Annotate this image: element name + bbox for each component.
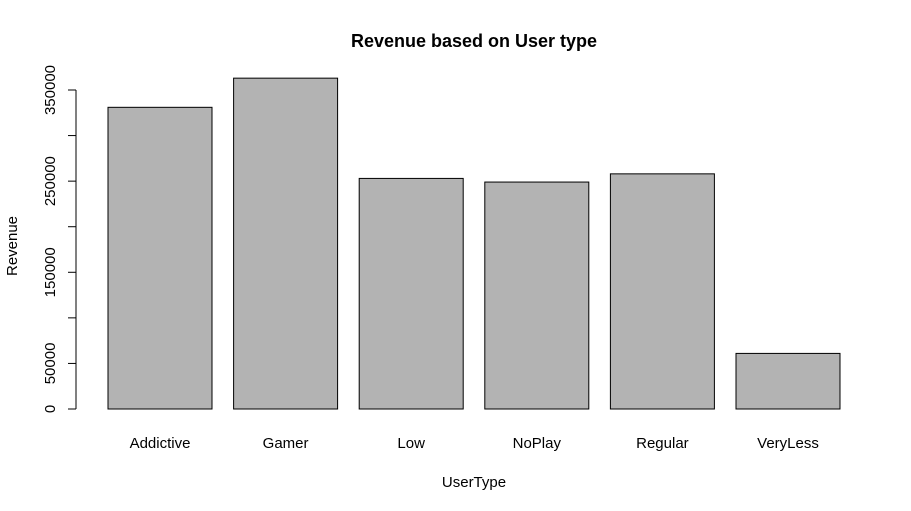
x-axis-label: UserType <box>442 474 506 491</box>
x-tick-label: Gamer <box>263 435 309 452</box>
y-tick-label: 350000 <box>42 65 59 115</box>
bar-regular <box>609 173 715 410</box>
bar-noplay <box>484 181 590 410</box>
bar-low <box>358 177 464 410</box>
y-tick-label: 250000 <box>42 156 59 206</box>
bar-veryless <box>735 352 841 410</box>
bars-group <box>107 77 841 410</box>
x-tick-labels: Addictive Gamer Low NoPlay Regular VeryLess <box>130 435 819 452</box>
x-tick-label: Regular <box>636 435 689 452</box>
x-tick-label: Addictive <box>130 435 191 452</box>
y-tick-label: 50000 <box>42 343 59 385</box>
y-tick-label: 0 <box>42 405 59 413</box>
chart-title: Revenue based on User type <box>351 31 597 51</box>
x-tick-label: NoPlay <box>513 435 562 452</box>
x-tick-label: Low <box>397 435 425 452</box>
x-tick-label: VeryLess <box>757 435 819 452</box>
y-axis-label: Revenue <box>4 216 21 276</box>
bar-gamer <box>233 77 339 410</box>
y-axis: 0 50000 150000 250000 350000 <box>42 65 77 413</box>
bar-addictive <box>107 106 213 410</box>
y-tick-label: 150000 <box>42 247 59 297</box>
